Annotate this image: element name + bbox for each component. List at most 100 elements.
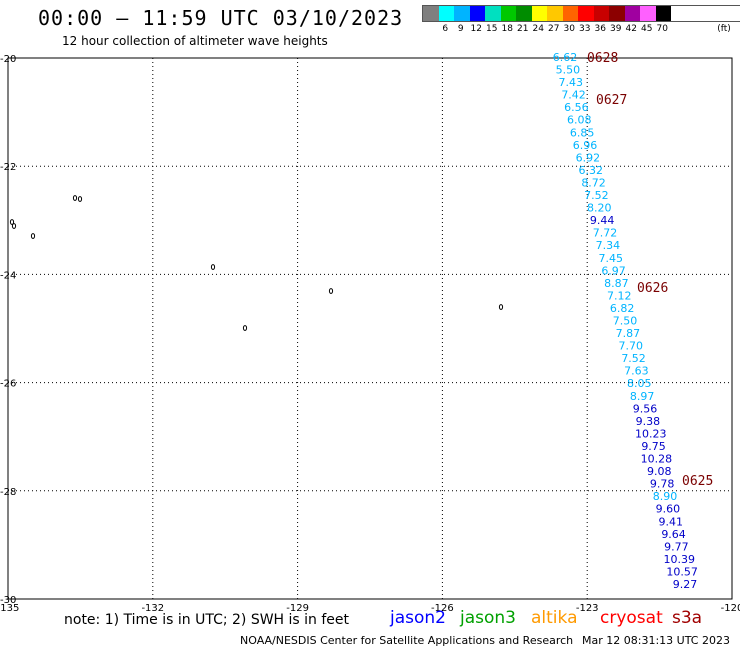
track-time-label: 0627 — [596, 93, 627, 108]
generated-timestamp: Mar 12 08:31:13 UTC 2023 — [582, 634, 730, 647]
island-outline — [9, 219, 15, 225]
legend-tick-label: 6 — [442, 24, 449, 34]
wave-height-reading: 7.42 — [561, 89, 586, 102]
wave-height-reading: 9.75 — [641, 440, 666, 453]
color-scale-legend: 6 9 12 15 18 21 24 27 30 33 36 39 42 45 70 (ft) — [422, 5, 740, 36]
wave-height-reading: 7.63 — [624, 365, 649, 378]
legend-swatch — [438, 6, 454, 21]
satellite-name-altika: altika — [531, 608, 578, 628]
satellite-name-jason3: jason3 — [460, 608, 516, 628]
latitude-tick-label: -22 — [0, 162, 16, 173]
wave-height-reading: 9.41 — [658, 515, 683, 528]
legend-swatch — [423, 6, 439, 21]
wave-height-reading: 10.57 — [666, 565, 698, 578]
wave-height-reading: 6.97 — [601, 264, 626, 277]
latitude-tick-label: -26 — [0, 379, 16, 390]
island-outline — [30, 233, 36, 239]
track-time-label: 0626 — [637, 281, 668, 296]
wave-height-reading: 6.96 — [573, 139, 598, 152]
longitude-tick-label: -129 — [286, 603, 309, 614]
track-time-label: 0625 — [682, 474, 713, 489]
wave-height-reading: 6.92 — [576, 151, 601, 164]
longitude-tick-label: -135 — [0, 603, 19, 614]
wave-height-reading: 9.08 — [647, 465, 672, 478]
island-outline — [11, 223, 17, 229]
island-outline — [328, 288, 334, 294]
wave-height-reading: 8.87 — [604, 277, 629, 290]
credit-line: NOAA/NESDIS Center for Satellite Applica… — [240, 634, 574, 647]
legend-tick-label: 42 — [625, 24, 637, 34]
legend-swatch-bar — [422, 5, 740, 22]
legend-tick-label: 70 — [656, 24, 668, 34]
legend-swatch — [454, 6, 470, 21]
legend-swatch — [531, 6, 547, 21]
longitude-tick-label: -123 — [576, 603, 599, 614]
satellite-name-jason2: jason2 — [390, 608, 446, 628]
wave-height-reading: 7.70 — [618, 340, 643, 353]
wave-height-reading: 6.56 — [564, 101, 589, 114]
wave-height-reading: 6.32 — [578, 164, 603, 177]
wave-height-reading: 9.77 — [664, 540, 689, 553]
wave-height-reading: 10.23 — [635, 427, 667, 440]
legend-swatch — [624, 6, 640, 21]
wave-height-reading: 7.34 — [596, 239, 621, 252]
wave-height-reading: 9.60 — [656, 503, 681, 516]
wave-height-reading: 7.12 — [607, 289, 632, 302]
legend-tick-label: 30 — [563, 24, 575, 34]
map-title: 00:00 – 11:59 UTC 03/10/2023 — [38, 6, 404, 30]
legend-swatch — [593, 6, 609, 21]
latitude-tick-label: -28 — [0, 487, 16, 498]
island-outline — [77, 196, 83, 202]
legend-swatch — [578, 6, 594, 21]
wave-height-reading: 8.20 — [587, 202, 612, 215]
wave-height-reading: 7.45 — [598, 252, 623, 265]
wave-height-reading: 9.64 — [661, 528, 686, 541]
wave-height-reading: 9.44 — [590, 214, 615, 227]
wave-height-reading: 7.52 — [584, 189, 609, 202]
legend-unit: (ft) — [717, 24, 731, 34]
legend-swatch — [516, 6, 532, 21]
wave-height-reading: 7.50 — [613, 315, 638, 328]
island-outline — [210, 264, 216, 270]
map-frame — [7, 57, 733, 600]
wave-height-reading: 9.38 — [636, 415, 661, 428]
legend-tick-label: 33 — [579, 24, 591, 34]
wave-height-reading: 9.78 — [650, 478, 675, 491]
island-outline — [242, 325, 248, 331]
wave-height-reading: 7.52 — [621, 352, 646, 365]
wave-height-reading: 8.05 — [627, 377, 652, 390]
wave-height-reading: 10.28 — [641, 453, 673, 466]
legend-labels: 6 9 12 15 18 21 24 27 30 33 36 39 42 45 70 (ft) — [422, 22, 740, 36]
track-time-label: 0628 — [587, 51, 618, 66]
latitude-tick-label: -30 — [0, 595, 16, 606]
legend-tick-label: 24 — [532, 24, 544, 34]
longitude-tick-label: -120 — [721, 603, 740, 614]
wave-height-reading: 5.50 — [556, 64, 581, 77]
legend-swatch — [500, 6, 516, 21]
legend-swatch — [655, 6, 671, 21]
satellite-name-s3a: s3a — [672, 608, 703, 628]
wave-height-reading: 7.43 — [558, 76, 583, 89]
island-outline — [72, 195, 78, 201]
legend-tick-label: 39 — [610, 24, 622, 34]
footnote: note: 1) Time is in UTC; 2) SWH is in fe… — [64, 612, 350, 628]
legend-tick-label: 45 — [641, 24, 653, 34]
wave-height-reading: 8.90 — [653, 490, 678, 503]
longitude-tick-label: -126 — [431, 603, 454, 614]
legend-swatch — [609, 6, 625, 21]
wave-height-reading: 6.82 — [610, 302, 635, 315]
legend-swatch — [469, 6, 485, 21]
legend-tick-label: 12 — [470, 24, 482, 34]
wave-height-reading: 6.08 — [567, 114, 592, 127]
wave-height-reading: 6.85 — [570, 126, 595, 139]
wave-height-reading: 9.56 — [633, 402, 658, 415]
legend-tick-label: 27 — [548, 24, 560, 34]
latitude-tick-label: -20 — [0, 54, 16, 65]
satellite-name-cryosat: cryosat — [600, 608, 663, 628]
wave-height-reading: 8.72 — [581, 176, 606, 189]
wave-height-reading: 6.62 — [553, 51, 578, 64]
legend-tick-label: 18 — [501, 24, 513, 34]
legend-swatch — [562, 6, 578, 21]
wave-height-reading: 9.27 — [673, 578, 698, 591]
